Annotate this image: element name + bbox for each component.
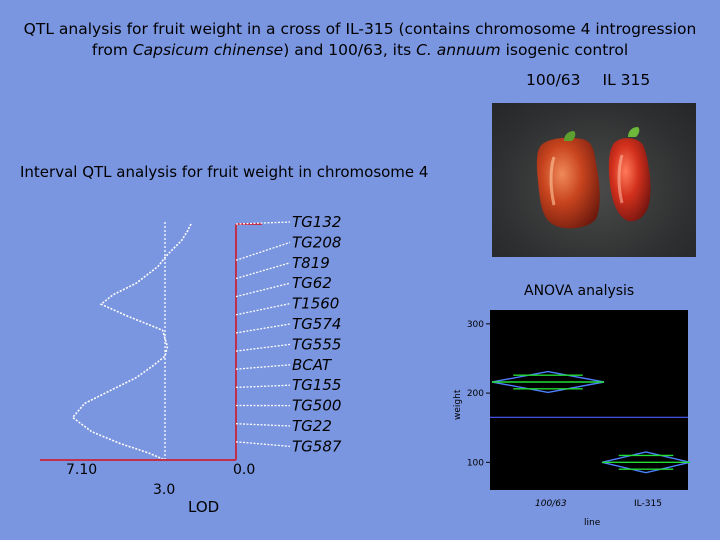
- anova-plot-area: [490, 310, 688, 490]
- title-line-2: from Capsicum chinense) and 100/63, its …: [0, 41, 720, 59]
- marker-connector: [235, 441, 291, 448]
- threshold-label: 3.0: [153, 482, 175, 498]
- pepper-left-highlight: [549, 156, 556, 206]
- lod-max-label: 7.10: [66, 462, 97, 478]
- marker-label: TG22: [292, 417, 332, 435]
- zero-label: 0.0: [233, 462, 255, 478]
- marker-label: T819: [292, 254, 330, 272]
- pepper-right-highlight: [617, 154, 624, 204]
- pepper-left: [536, 137, 600, 229]
- anova-y-label: weight: [453, 389, 463, 420]
- pepper-left-stem: [564, 131, 576, 141]
- species-name: Capsicum chinense: [132, 41, 284, 59]
- marker-label: TG574: [292, 315, 341, 333]
- marker-label: T1560: [292, 295, 339, 313]
- marker-label: BCAT: [292, 356, 333, 374]
- marker-label: TG62: [292, 274, 332, 292]
- pepper-photo: [492, 103, 696, 257]
- marker-label: TG208: [292, 233, 341, 251]
- anova-title: ANOVA analysis: [524, 283, 635, 299]
- title-text: ) and 100/63, its: [283, 41, 417, 59]
- pepper-right: [608, 138, 651, 222]
- title-line-1: QTL analysis for fruit weight in a cross…: [23, 20, 697, 38]
- anova-y-tick-label: 100: [467, 458, 484, 468]
- marker-label: TG132: [292, 213, 341, 231]
- anova-y-tick-label: 200: [467, 389, 484, 399]
- photo-label-il: IL 315: [602, 71, 651, 89]
- anova-y-tick-label: 300: [467, 320, 484, 330]
- marker-connector: [235, 343, 291, 352]
- lod-axis-label: LOD: [188, 498, 219, 516]
- marker-connector: [235, 241, 291, 261]
- anova-y-ticks: 100 200 300: [467, 320, 490, 468]
- lod-curve: [71, 223, 192, 461]
- marker-label: TG155: [292, 376, 341, 394]
- marker-connector: [235, 323, 291, 334]
- marker-connector: [235, 384, 291, 389]
- marker-connector: [235, 282, 291, 298]
- photo-labels: 100/63 IL 315: [526, 71, 650, 89]
- marker-group: TG132 TG208 T819 TG62 T1560 TG574 TG555 BCAT TG1…: [235, 213, 342, 455]
- title-text: from: [91, 41, 133, 59]
- marker-label: TG500: [292, 397, 341, 415]
- anova-group-label-2: IL-315: [634, 499, 662, 509]
- marker-label: TG587: [292, 437, 342, 455]
- species-name: C. annuum: [416, 41, 501, 59]
- marker-connector: [235, 364, 291, 370]
- marker-connector: [235, 262, 291, 280]
- title-text: isogenic control: [500, 41, 629, 59]
- marker-label: TG555: [292, 335, 341, 353]
- anova-groups: [491, 370, 691, 474]
- qtl-diagram: TG132 TG208 T819 TG62 T1560 TG574 TG555 BCAT TG1…: [40, 213, 342, 516]
- pepper-right-stem: [628, 127, 640, 137]
- anova-group-label-1: 100/63: [535, 499, 567, 509]
- anova-chart: 100 200 300 weight line 100/63 IL-315: [453, 310, 691, 528]
- marker-connector: [235, 302, 291, 316]
- pepper-illustration: [536, 127, 651, 229]
- anova-x-label: line: [584, 518, 601, 528]
- marker-connector: [235, 423, 291, 427]
- photo-label-control: 100/63: [526, 71, 581, 89]
- qtl-subtitle: Interval QTL analysis for fruit weight i…: [20, 163, 429, 181]
